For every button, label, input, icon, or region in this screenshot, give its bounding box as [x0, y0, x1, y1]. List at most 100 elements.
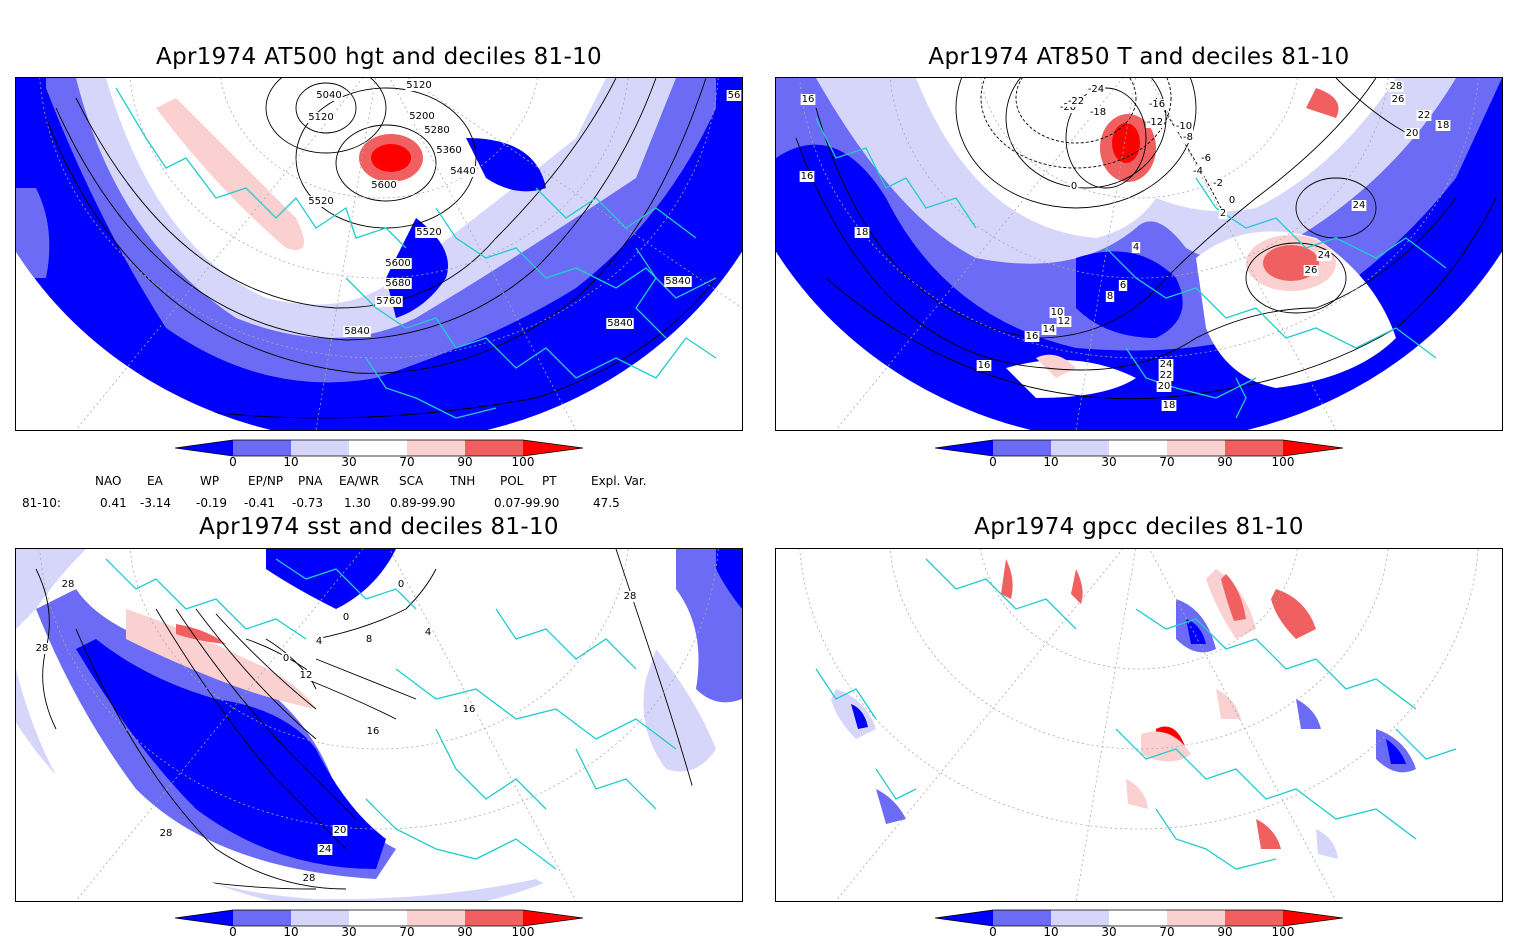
colorbar-segment [1051, 440, 1109, 456]
contour-label-box [854, 227, 870, 238]
colorbar-segment [175, 440, 233, 456]
contour-label-box [1218, 208, 1228, 219]
contour-label-box [976, 360, 992, 371]
colorbar-tick: 90 [1217, 455, 1233, 469]
index-header: POL [500, 474, 524, 488]
contour-label-box [1058, 102, 1078, 113]
contour-label-box [726, 90, 742, 101]
contour-label: 5120 [308, 112, 333, 123]
contour-label: 26 [1305, 265, 1318, 276]
contour-label: 24 [1160, 359, 1173, 370]
contour-label: 16 [1026, 331, 1039, 342]
contour-label-box [1066, 96, 1086, 107]
contour-label-box [332, 825, 348, 836]
contour-label: -4 [1193, 166, 1203, 177]
colorbar-segment [1225, 910, 1283, 926]
colorbar-gpcc: 0 10 30 70 90 100 [935, 909, 1345, 949]
contour-label-box [1174, 121, 1194, 132]
panel-title-sst: Apr1974 sst and deciles 81-10 [199, 514, 559, 540]
contour-label-box [423, 627, 433, 638]
contour-label-box [1227, 195, 1237, 206]
colorbar-t850-svg [935, 439, 1344, 457]
colorbar-t850: 0 10 30 70 90 100 [935, 439, 1345, 479]
contour-label-box [800, 94, 816, 105]
colorbar-segment [465, 910, 523, 926]
contour-label-box [1388, 81, 1404, 92]
index-header: Expl. Var. [591, 474, 647, 488]
contour-label: 18 [1437, 120, 1450, 131]
index-header: EP/NP [248, 474, 284, 488]
colorbar-tick: 0 [989, 455, 997, 469]
contour-label-box [317, 844, 333, 855]
contour-label: -24 [1088, 84, 1104, 95]
colorbar-sst: 0 10 30 70 90 100 [175, 909, 585, 949]
contour-label: 5520 [308, 196, 333, 207]
colorbar-hgt500-svg [175, 439, 584, 457]
contour-label: 4 [425, 627, 431, 638]
panel-title-gpcc: Apr1974 gpcc deciles 81-10 [974, 514, 1304, 540]
map-gpcc [775, 548, 1503, 902]
contour-label: 5840 [607, 318, 632, 329]
contour-label-box [1041, 324, 1057, 335]
contour-label: 18 [1163, 400, 1176, 411]
contour-label: 4 [316, 636, 322, 647]
index-value: 0.07-99.90 [494, 496, 560, 510]
colorbar-tick: 10 [1043, 925, 1059, 939]
contour-label-box [384, 258, 412, 269]
colorbar-segment [993, 440, 1051, 456]
contour-label-box [60, 579, 76, 590]
index-value: 0.41 [100, 496, 127, 510]
colorbar-segment [993, 910, 1051, 926]
contour-label: 4 [1133, 242, 1139, 253]
contour-label: -20 [1060, 102, 1076, 113]
contour-label-box [1351, 200, 1367, 211]
colorbar-segment [349, 910, 407, 926]
contour-label: 28 [1390, 81, 1403, 92]
map-t850-svg: -24 -20 -22 -18 -16 -12 -10 -8 -6 -4 -2 … [776, 78, 1502, 430]
contour-label: 8 [366, 634, 372, 645]
contour-label: -6 [1201, 153, 1211, 164]
contour-label: -22 [1068, 96, 1084, 107]
colorbar-tick: 100 [1271, 925, 1295, 939]
contour-label: 12 [300, 670, 313, 681]
colorbar-tick: 90 [1217, 925, 1233, 939]
colorbar-segment [1167, 910, 1225, 926]
contour-labels-sst: 28 28 28 28 0 0 4 8 12 16 16 20 24 28 0 … [34, 579, 638, 884]
map-sst-svg: 28 28 28 28 0 0 4 8 12 16 16 20 24 28 0 … [16, 549, 742, 901]
contour-label: 0 [1071, 181, 1077, 192]
contour-label-box [664, 276, 692, 287]
contour-label: -16 [1149, 99, 1165, 110]
contour-label: 5600 [371, 180, 396, 191]
colorbar-tick: 100 [511, 925, 535, 939]
contour-label: -10 [1176, 121, 1192, 132]
colorbar-tick: 30 [341, 455, 357, 469]
contour-label-box [158, 828, 174, 839]
contour-labels-hgt500: 5040 5120 5120 5200 5280 5360 5440 5520 … [307, 80, 742, 337]
contour-label: 10 [1051, 307, 1064, 318]
map-hgt500-svg: 5040 5120 5120 5200 5280 5360 5440 5520 … [16, 78, 742, 430]
contour-label-box [301, 873, 317, 884]
index-header: WP [200, 474, 220, 488]
index-value: -3.14 [140, 496, 172, 510]
contour-label: 12 [1058, 316, 1071, 327]
contour-label: 8 [1107, 291, 1113, 302]
contour-label-box [405, 80, 433, 91]
index-row-label: 81-10: [22, 496, 61, 510]
contour-label-box [315, 90, 343, 101]
map-t850: -24 -20 -22 -18 -16 -12 -10 -8 -6 -4 -2 … [775, 77, 1503, 431]
colorbar-tick: 70 [399, 455, 415, 469]
contour-label-box [1131, 242, 1141, 253]
contour-label: 0 [283, 653, 289, 664]
colorbar-segment [1225, 440, 1283, 456]
contour-label-box [1192, 166, 1204, 177]
contour-label: 14 [1043, 324, 1056, 335]
contour-label-box [449, 166, 477, 177]
colorbar-tick: 100 [511, 455, 535, 469]
contour-label: 5680 [385, 278, 410, 289]
colorbar-segment [233, 910, 291, 926]
contour-label-box [1158, 370, 1174, 381]
colorbar-segment [935, 440, 993, 456]
colorbar-tick: 90 [457, 455, 473, 469]
contour-label: 28 [36, 643, 49, 654]
contour-label: 5040 [316, 90, 341, 101]
